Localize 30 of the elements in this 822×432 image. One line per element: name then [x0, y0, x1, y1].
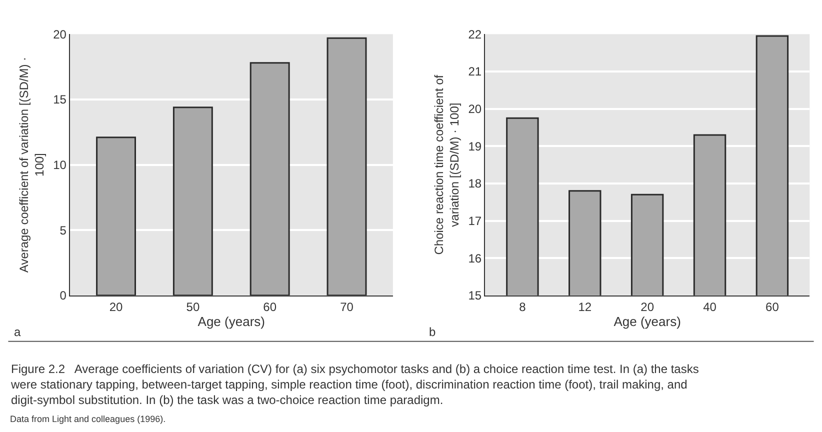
- x-tick-label: 8: [519, 300, 526, 314]
- x-tick-label: 60: [766, 300, 780, 314]
- x-tick-label: 12: [578, 300, 592, 314]
- y-axis-title: Choice reaction time coefficient of variation [(SD/M) · 100]: [432, 74, 462, 255]
- x-tick-label: 70: [340, 300, 354, 314]
- y-tick-label: 19: [468, 139, 482, 154]
- x-axis-title: Age (years): [198, 314, 265, 329]
- y-tick-label: 18: [468, 176, 482, 191]
- y-tick-label: 10: [53, 158, 67, 172]
- x-tick-label: 20: [109, 300, 124, 314]
- y-tick-label: 17: [468, 214, 482, 228]
- text: Data from Light and colleagues (1996).: [10, 414, 166, 424]
- y-tick-label: 20: [468, 102, 482, 116]
- y-tick-label: 15: [468, 288, 482, 303]
- y-tick-label: 16: [468, 251, 482, 266]
- x-tick-label: 40: [703, 300, 717, 314]
- x-tick-label: 50: [186, 300, 200, 314]
- text: b: [429, 325, 436, 339]
- y-tick-label: 5: [60, 223, 67, 238]
- y-tick-label: 0: [60, 288, 67, 303]
- y-tick-label: 21: [468, 64, 482, 79]
- y-tick-label: 15: [53, 92, 67, 107]
- y-axis-title: Average coefficient of variation [(SD/M) · 100]: [16, 56, 46, 273]
- x-tick-label: 20: [640, 300, 654, 314]
- y-tick-label: 22: [468, 27, 482, 42]
- x-axis-title: Age (years): [614, 314, 681, 329]
- text: a: [14, 325, 21, 339]
- x-tick-label: 60: [263, 300, 277, 314]
- y-tick-label: 20: [53, 27, 67, 42]
- caption: Figure 2.2 Average coefficients of variation (CV) for (a) six psychomotor tasks and (b) a choice reaction time test. In (a) the tasks were stationary tapping, between-target tapping, simple reaction time (foot), discrimination reaction time (foot), trail making, and digit-symbol substitution. In (b) the task was a two-choice reaction time paradigm.: [10, 362, 699, 408]
